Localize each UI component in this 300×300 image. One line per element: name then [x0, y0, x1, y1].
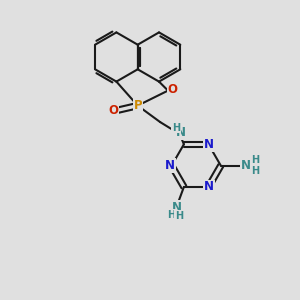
Text: N: N [240, 159, 250, 172]
Text: N: N [204, 180, 214, 194]
Text: H: H [251, 155, 259, 165]
Text: H: H [172, 122, 180, 133]
Text: O: O [168, 82, 178, 96]
Text: H: H [251, 166, 259, 176]
Text: P: P [134, 99, 142, 112]
Text: N: N [171, 201, 182, 214]
Text: N: N [165, 159, 175, 172]
Text: N: N [176, 126, 186, 139]
Text: H: H [167, 210, 175, 220]
Text: N: N [204, 138, 214, 151]
Text: O: O [109, 103, 119, 117]
Text: H: H [175, 211, 183, 221]
